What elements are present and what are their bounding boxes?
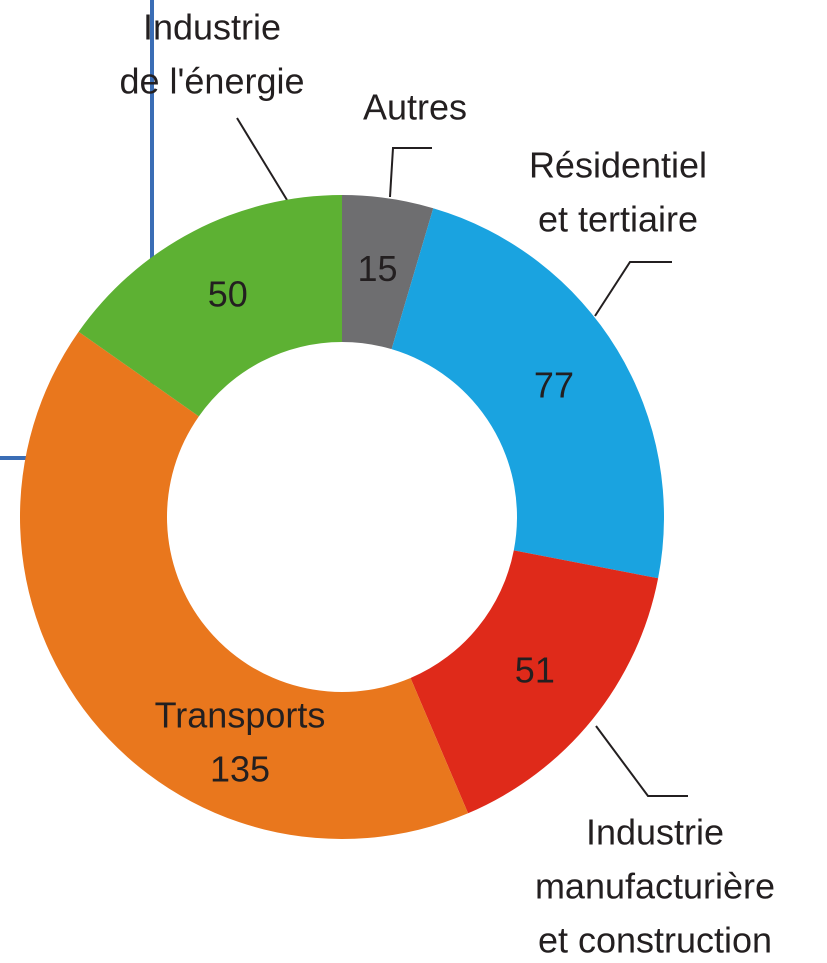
value-label: 50	[208, 273, 248, 314]
value-label: 135	[210, 749, 270, 790]
category-label: Industrie	[586, 812, 724, 853]
value-label: 15	[357, 248, 397, 289]
leader-line	[594, 261, 672, 317]
leader-line	[389, 147, 432, 198]
category-label: et construction	[538, 920, 772, 961]
category-label: Autres	[363, 87, 467, 128]
leader-line	[595, 725, 688, 797]
category-label: manufacturière	[535, 866, 775, 907]
category-label: de l'énergie	[119, 61, 304, 102]
category-label: Industrie	[143, 7, 281, 48]
donut-segment	[342, 195, 434, 350]
category-label: Transports	[155, 695, 326, 736]
category-label: et tertiaire	[538, 199, 698, 240]
value-label: 51	[515, 649, 555, 690]
donut-segment	[391, 208, 665, 579]
value-label: 77	[534, 365, 574, 406]
donut-segment	[78, 195, 343, 417]
donut-segment	[410, 550, 659, 814]
donut-segment	[19, 331, 469, 840]
category-label: Résidentiel	[529, 145, 707, 186]
leader-line	[236, 117, 288, 201]
